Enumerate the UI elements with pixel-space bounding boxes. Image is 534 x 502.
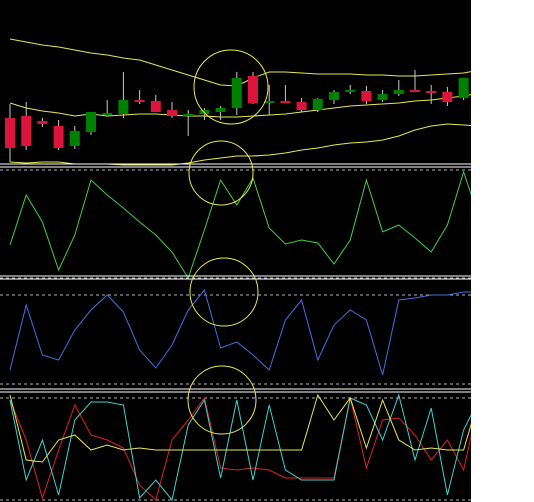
candle-body: [248, 76, 258, 103]
right-margin: [471, 0, 534, 502]
highlight-circle: [189, 257, 259, 327]
oscillator-3-oscillator-3-yellow-line: [9, 393, 471, 463]
candle-body: [150, 101, 161, 112]
candle-body: [102, 113, 113, 115]
highlight-circle: [188, 140, 254, 206]
highlight-circle: [187, 365, 257, 435]
candle-body: [264, 101, 275, 103]
oscillator-3-oscillator-3-red-line: [9, 396, 471, 501]
candle-body: [410, 90, 420, 92]
candle-body: [329, 92, 339, 100]
oscillator-2-panel: [0, 288, 471, 385]
candle-body: [86, 112, 96, 132]
candle-body: [280, 101, 291, 103]
panel-separators: [0, 163, 471, 393]
candle-body: [231, 78, 242, 108]
candle-body: [5, 118, 15, 148]
candle-body: [312, 99, 323, 110]
oscillator-2-oscillator-2-line: [9, 288, 471, 376]
candle-body: [361, 91, 372, 101]
bollinger-upper-band: [9, 38, 471, 87]
candle-body: [393, 90, 404, 94]
candle-body: [377, 94, 388, 100]
candle-body: [21, 116, 32, 146]
highlight-circle: [193, 49, 269, 125]
oscillator-3-panel: [0, 393, 471, 502]
candle-body: [118, 100, 129, 114]
candle-body: [37, 121, 48, 124]
highlight-annotations: [187, 49, 269, 435]
candle-body: [134, 100, 145, 102]
candle-body: [458, 78, 469, 98]
candle-body: [167, 110, 177, 116]
chart-area: [0, 0, 471, 502]
oscillator-1-panel: [0, 169, 471, 280]
candle-body: [442, 92, 453, 102]
oscillator-1-oscillator-1-line: [9, 170, 471, 280]
candle-body: [53, 126, 64, 148]
candle-body: [426, 91, 437, 93]
candle-body: [215, 108, 226, 112]
candle-body: [69, 131, 80, 146]
candle-body: [345, 90, 356, 92]
candle-body: [296, 102, 307, 110]
candle-body: [183, 114, 194, 116]
chart-svg: [0, 38, 471, 502]
oscillator-3-oscillator-3-cyan-line: [9, 393, 471, 502]
